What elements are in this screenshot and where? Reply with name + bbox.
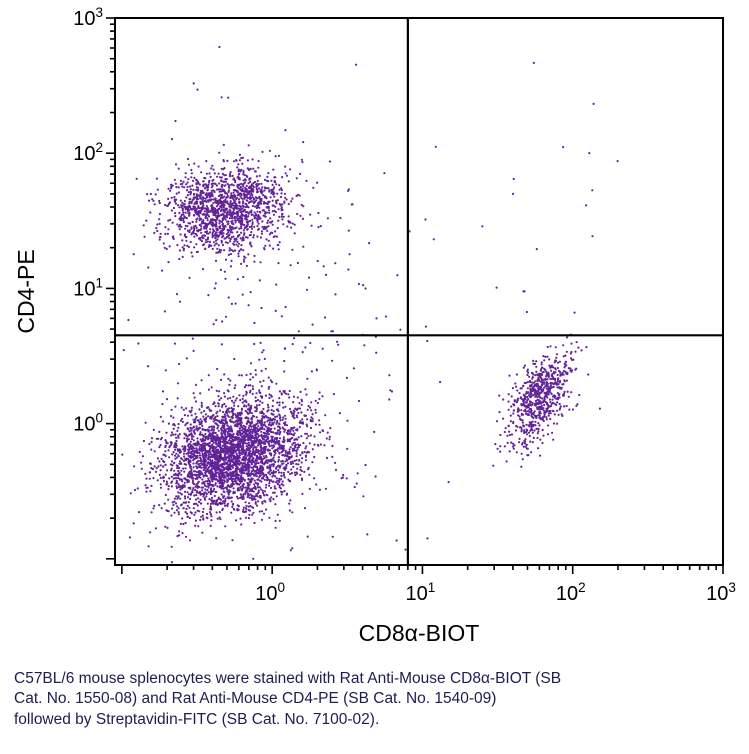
figure-page: 100 101 102 103 100 101 102 103 CD8α-BIOT CD4-PE … [0, 5, 749, 730]
x-tick-label-1e3: 103 [706, 580, 736, 605]
population-rare-high-events [170, 45, 287, 206]
caption-line: followed by Streptavidin-FITC (SB Cat. N… [14, 710, 380, 728]
scatter-points [121, 45, 619, 564]
caption-line: C57BL/6 mouse splenocytes were stained w… [14, 670, 562, 687]
y-axis-title: CD4-PE [13, 249, 39, 333]
caption-line: Cat. No. 1550-08) and Rat Anti-Mouse CD4… [14, 690, 497, 708]
y-tick-label-1e3: 103 [73, 5, 103, 30]
x-tick-label-1e2: 102 [556, 580, 586, 605]
population-double-negative-lower-left [121, 346, 361, 560]
population-sparse-background [122, 63, 511, 564]
y-tick-label-1e0: 100 [73, 411, 103, 436]
plot-frame [114, 17, 724, 566]
x-tick-label-1e0: 100 [255, 580, 285, 605]
y-tick-label-1e1: 101 [73, 275, 103, 300]
flow-cytometry-scatter-plot: 100 101 102 103 100 101 102 103 CD8α-BIOT CD4-PE [13, 5, 736, 646]
y-tick-label-1e2: 102 [73, 140, 103, 165]
population-cd4-positive-upper-left [135, 141, 350, 303]
x-tick-label-1e1: 101 [406, 580, 436, 605]
axis-ticks [106, 17, 724, 574]
figure-caption: C57BL/6 mouse splenocytes were stained w… [0, 655, 749, 730]
population-cd8-positive-lower-right [492, 333, 590, 468]
x-axis-title: CD8α-BIOT [359, 620, 480, 646]
population-upper-right-sparse [432, 61, 619, 410]
